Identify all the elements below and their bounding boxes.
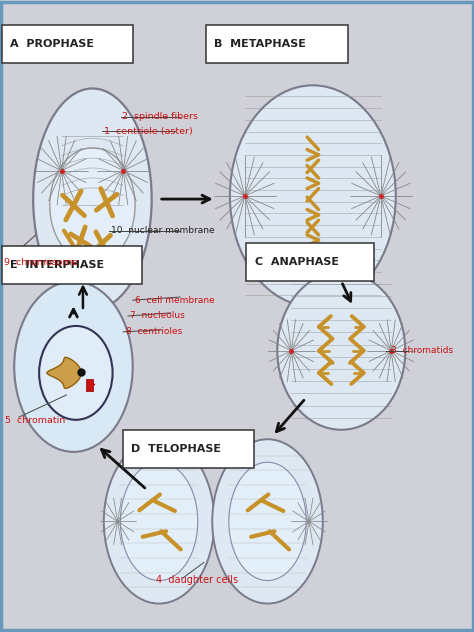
Text: 5  chromatin: 5 chromatin: [5, 416, 65, 425]
FancyBboxPatch shape: [2, 246, 142, 284]
Ellipse shape: [104, 439, 214, 604]
FancyBboxPatch shape: [206, 25, 348, 63]
Text: D  TELOPHASE: D TELOPHASE: [131, 444, 221, 454]
Text: 2  spindle fibers: 2 spindle fibers: [122, 112, 198, 121]
Text: A  PROPHASE: A PROPHASE: [10, 39, 94, 49]
Polygon shape: [47, 357, 81, 389]
FancyBboxPatch shape: [246, 243, 374, 281]
Text: 4  daughter cells: 4 daughter cells: [156, 575, 238, 585]
FancyBboxPatch shape: [86, 379, 93, 391]
Ellipse shape: [14, 281, 133, 452]
Ellipse shape: [39, 326, 113, 420]
Ellipse shape: [230, 85, 396, 307]
FancyBboxPatch shape: [2, 25, 133, 63]
Text: E  INTERPHASE: E INTERPHASE: [10, 260, 105, 270]
Text: 7  nucleolus: 7 nucleolus: [130, 312, 185, 320]
Text: B  METAPHASE: B METAPHASE: [214, 39, 306, 49]
Ellipse shape: [212, 439, 323, 604]
Text: 9  chromosome: 9 chromosome: [4, 258, 77, 267]
FancyBboxPatch shape: [123, 430, 254, 468]
Text: 6  cell membrane: 6 cell membrane: [135, 296, 215, 305]
Ellipse shape: [277, 272, 405, 430]
Text: 10  nuclear membrane: 10 nuclear membrane: [111, 226, 215, 235]
Ellipse shape: [229, 462, 306, 581]
Text: 8  centrioles: 8 centrioles: [126, 327, 182, 336]
Text: C  ANAPHASE: C ANAPHASE: [255, 257, 338, 267]
Ellipse shape: [50, 148, 135, 263]
Ellipse shape: [33, 88, 152, 310]
Text: 1  centriole (aster): 1 centriole (aster): [104, 127, 193, 136]
Text: 3  chromatids: 3 chromatids: [391, 346, 453, 355]
Ellipse shape: [120, 462, 198, 581]
